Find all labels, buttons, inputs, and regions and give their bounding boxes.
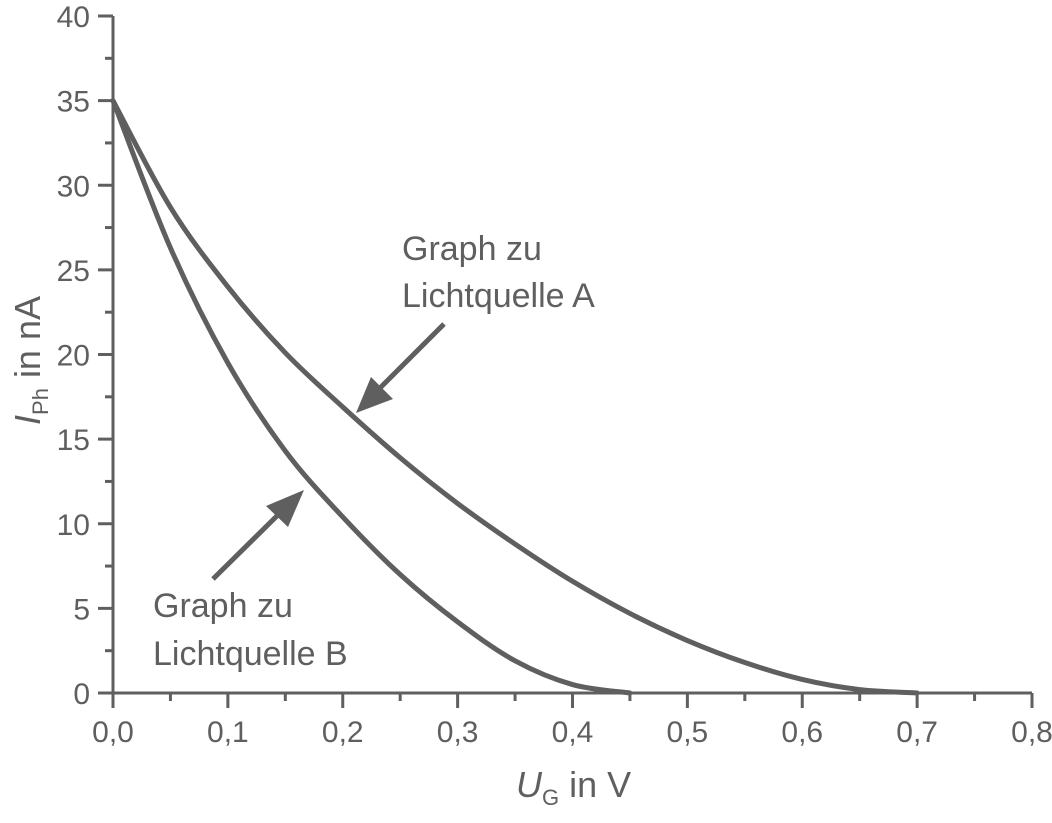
x-tick-label: 0,5 [667, 716, 709, 749]
arrow-a-shaft [370, 322, 446, 398]
x-tick-label: 0,7 [896, 716, 938, 749]
annotation-b-line1: Graph zu [153, 587, 293, 625]
x-tick-label: 0,1 [207, 716, 249, 749]
y-tick-label: 35 [57, 86, 90, 119]
annotation-b: Graph zu Lichtquelle B [153, 490, 348, 673]
y-tick-label: 30 [57, 170, 90, 203]
curves [110, 98, 920, 696]
x-tick-label: 0,3 [437, 716, 479, 749]
annotation-b-line2: Lichtquelle B [153, 635, 348, 673]
x-tick-label: 0,0 [92, 716, 134, 749]
x-axis-label: UG in V [516, 764, 631, 810]
y-tick-label: 40 [57, 1, 90, 34]
annotation-a: Graph zu Lichtquelle A [356, 230, 595, 413]
annotation-a-line1: Graph zu [402, 230, 542, 268]
x-tick-label: 0,4 [552, 716, 594, 749]
x-tick-label: 0,2 [322, 716, 364, 749]
y-tick-label: 20 [57, 340, 90, 373]
annotation-a-line2: Lichtquelle A [402, 277, 595, 315]
y-tick-label: 5 [73, 593, 90, 626]
arrow-a-head [356, 377, 393, 413]
y-tick-label: 0 [73, 678, 90, 711]
y-ticks: 0 5 10 15 20 25 30 35 40 [57, 1, 113, 711]
y-axis-label: IPh in nA [7, 296, 53, 425]
x-ticks: 0,0 0,1 0,2 0,3 0,4 0,5 0,6 0,7 0,8 [92, 693, 1052, 749]
curve-lichtquelle-b [110, 98, 633, 696]
y-tick-label: 10 [57, 509, 90, 542]
y-tick-label: 15 [57, 424, 90, 457]
x-tick-label: 0,8 [1011, 716, 1052, 749]
arrow-b-shaft [211, 504, 289, 581]
x-tick-label: 0,6 [781, 716, 823, 749]
arrow-b-head [266, 490, 304, 527]
curve-lichtquelle-a [110, 98, 920, 696]
y-tick-label: 25 [57, 255, 90, 288]
